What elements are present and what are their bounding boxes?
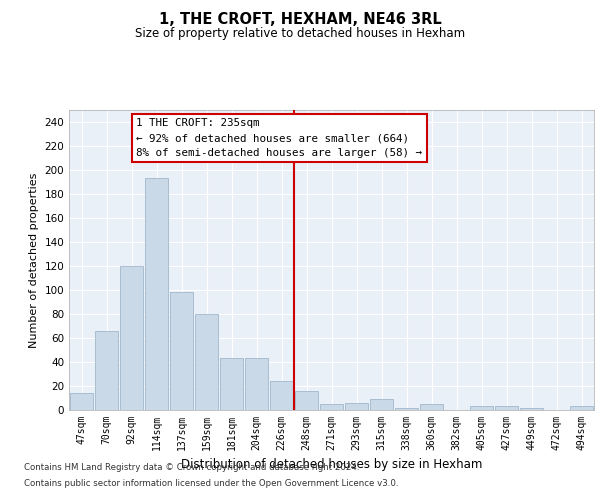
Bar (95, 331, 118, 410)
Bar (270, 381, 293, 410)
Bar (195, 314, 218, 410)
Bar (120, 266, 143, 410)
Bar (345, 403, 368, 410)
Bar (470, 406, 493, 410)
Bar (70, 393, 93, 410)
Bar (420, 404, 443, 410)
Text: Size of property relative to detached houses in Hexham: Size of property relative to detached ho… (135, 28, 465, 40)
Bar (370, 399, 393, 410)
Bar (495, 406, 518, 410)
Bar (145, 178, 168, 410)
Bar (570, 406, 593, 410)
Bar (245, 358, 268, 410)
Text: Contains public sector information licensed under the Open Government Licence v3: Contains public sector information licen… (24, 478, 398, 488)
Y-axis label: Number of detached properties: Number of detached properties (29, 172, 39, 348)
Bar (295, 391, 318, 410)
Text: 1, THE CROFT, HEXHAM, NE46 3RL: 1, THE CROFT, HEXHAM, NE46 3RL (158, 12, 442, 28)
Text: Contains HM Land Registry data © Crown copyright and database right 2024.: Contains HM Land Registry data © Crown c… (24, 464, 359, 472)
Bar (220, 358, 243, 410)
Bar (395, 408, 418, 410)
Bar (170, 292, 193, 410)
X-axis label: Distribution of detached houses by size in Hexham: Distribution of detached houses by size … (181, 458, 482, 471)
Text: 1 THE CROFT: 235sqm
← 92% of detached houses are smaller (664)
8% of semi-detach: 1 THE CROFT: 235sqm ← 92% of detached ho… (137, 118, 422, 158)
Bar (520, 408, 543, 410)
Bar (320, 404, 343, 410)
